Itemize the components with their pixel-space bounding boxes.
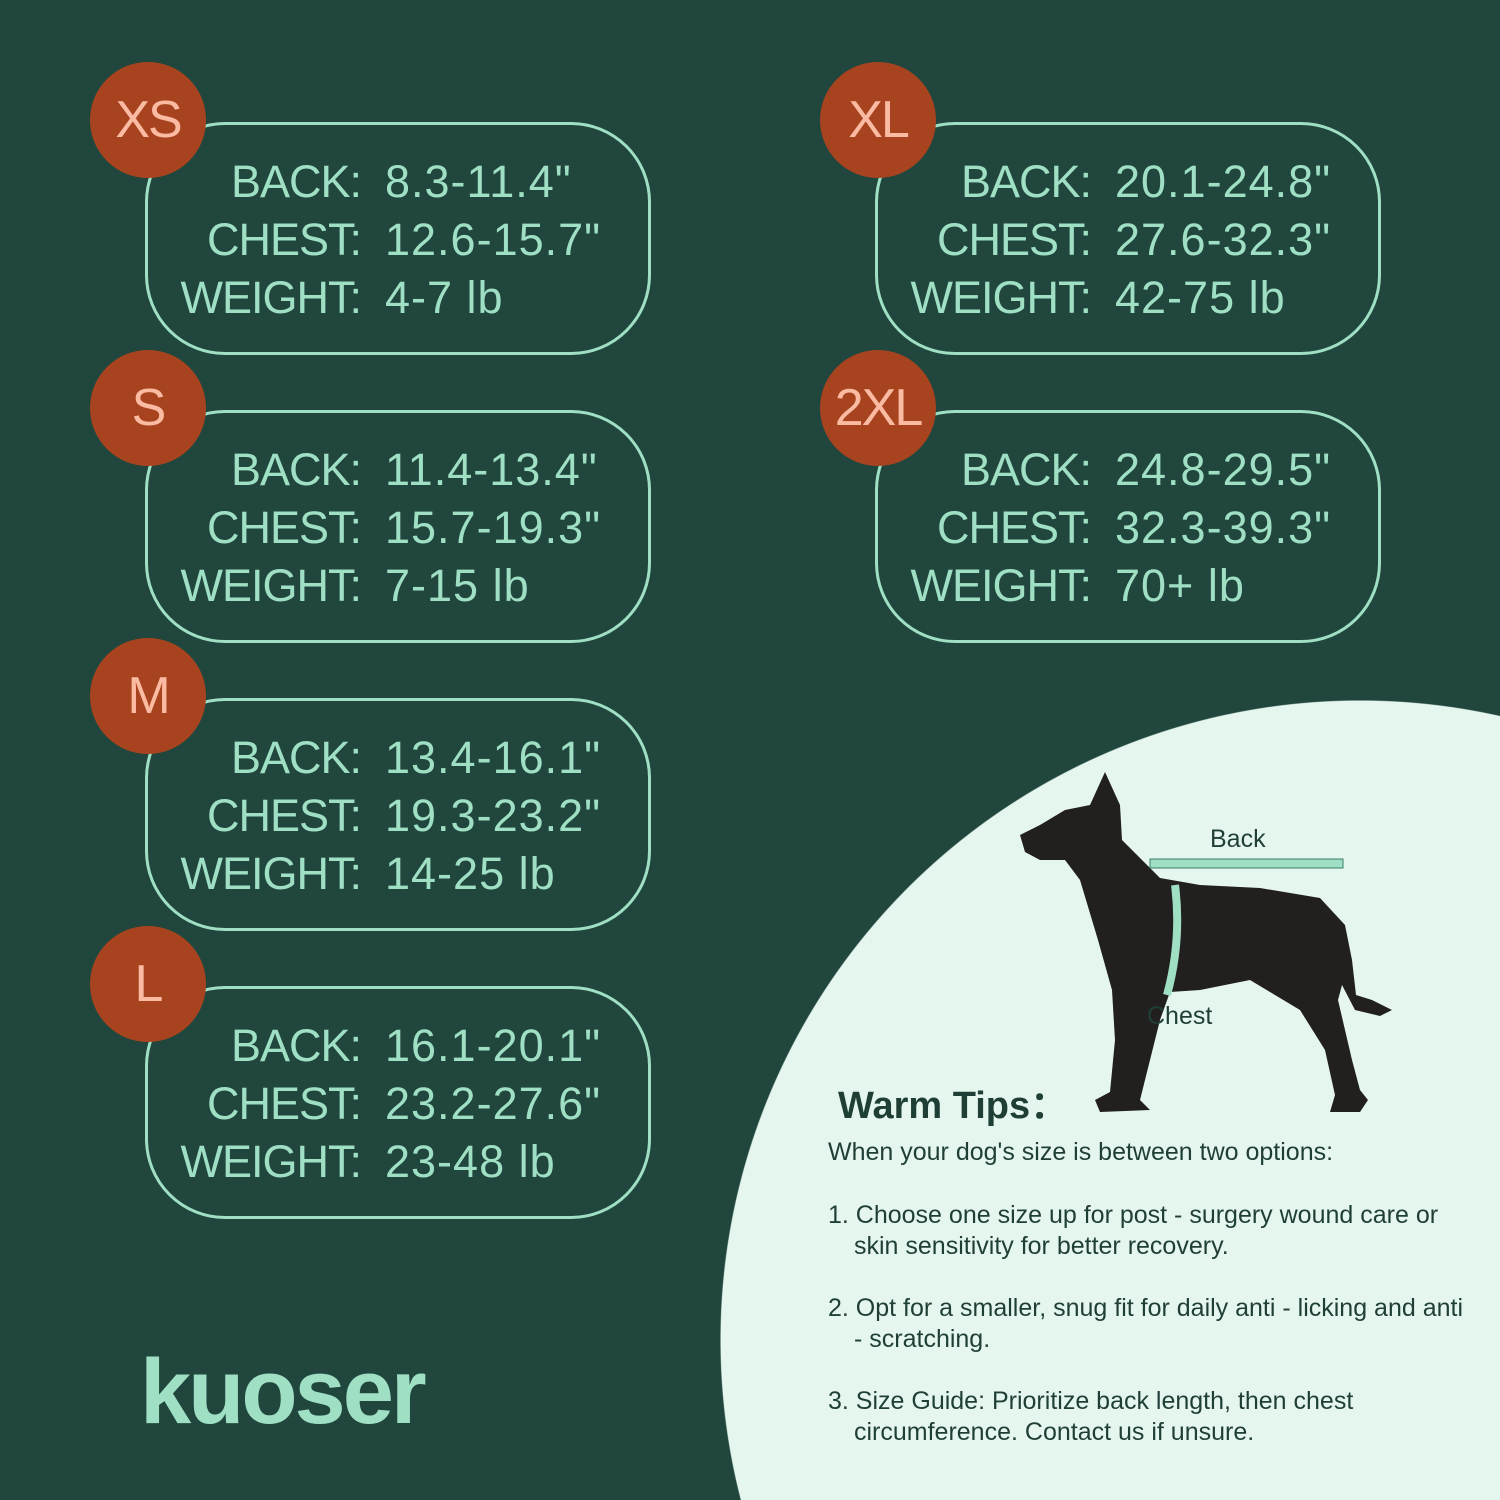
warm-tips-intro: When your dog's size is between two opti… bbox=[828, 1138, 1334, 1166]
back-value: 24.8-29.5" bbox=[1115, 444, 1332, 495]
chest-row: CHEST: 12.6-15.7" bbox=[148, 211, 648, 269]
chest-value: 23.2-27.6" bbox=[385, 1078, 602, 1129]
chest-value: 32.3-39.3" bbox=[1115, 502, 1332, 553]
chest-label: CHEST: bbox=[936, 502, 1092, 553]
dog-diagram: Back Chest bbox=[1020, 772, 1392, 1112]
back-label: BACK: bbox=[960, 444, 1092, 495]
chest-row: CHEST: 15.7-19.3" bbox=[148, 499, 648, 557]
chest-label: CHEST: bbox=[206, 502, 362, 553]
chest-value: 12.6-15.7" bbox=[385, 214, 602, 265]
back-row: BACK: 24.8-29.5" bbox=[878, 441, 1378, 499]
weight-value: 4-7 lb bbox=[385, 272, 504, 323]
size-badge: XL bbox=[820, 62, 936, 178]
chest-label: CHEST: bbox=[206, 790, 362, 841]
back-row: BACK: 13.4-16.1" bbox=[148, 729, 648, 787]
weight-value: 23-48 lb bbox=[385, 1136, 556, 1187]
weight-row: WEIGHT: 7-15 lb bbox=[148, 557, 648, 615]
weight-label: WEIGHT: bbox=[910, 272, 1093, 323]
warm-tips-title: Warm Tips： bbox=[838, 1085, 1069, 1127]
size-card-m: BACK: 13.4-16.1" CHEST: 19.3-23.2" WEIGHT: 14… bbox=[145, 698, 651, 931]
back-row: BACK: 20.1-24.8" bbox=[878, 153, 1378, 211]
weight-value: 42-75 lb bbox=[1115, 272, 1286, 323]
tip-item: 3. Size Guide: Prioritize back length, t… bbox=[828, 1387, 1354, 1446]
weight-value: 70+ lb bbox=[1115, 560, 1245, 611]
weight-label: WEIGHT: bbox=[180, 272, 363, 323]
size-badge: S bbox=[90, 350, 206, 466]
weight-label: WEIGHT: bbox=[180, 848, 363, 899]
weight-row: WEIGHT: 42-75 lb bbox=[878, 269, 1378, 327]
size-card-s: BACK: 11.4-13.4" CHEST: 15.7-19.3" WEIGHT: 7-… bbox=[145, 410, 651, 643]
size-badge: XS bbox=[90, 62, 206, 178]
back-label: BACK: bbox=[230, 444, 362, 495]
weight-label: WEIGHT: bbox=[910, 560, 1093, 611]
size-badge: L bbox=[90, 926, 206, 1042]
back-label: BACK: bbox=[230, 1020, 362, 1071]
back-value: 11.4-13.4" bbox=[385, 444, 598, 495]
back-tape-measure bbox=[1149, 858, 1344, 869]
weight-row: WEIGHT: 4-7 lb bbox=[148, 269, 648, 327]
back-value: 8.3-11.4" bbox=[385, 156, 572, 207]
chest-label: CHEST: bbox=[206, 214, 362, 265]
back-value: 20.1-24.8" bbox=[1115, 156, 1332, 207]
brand-logo: kuoser bbox=[140, 1341, 427, 1443]
weight-row: WEIGHT: 23-48 lb bbox=[148, 1133, 648, 1191]
back-row: BACK: 11.4-13.4" bbox=[148, 441, 648, 499]
chest-row: CHEST: 23.2-27.6" bbox=[148, 1075, 648, 1133]
weight-value: 14-25 lb bbox=[385, 848, 556, 899]
chest-row: CHEST: 19.3-23.2" bbox=[148, 787, 648, 845]
back-row: BACK: 16.1-20.1" bbox=[148, 1017, 648, 1075]
back-value: 16.1-20.1" bbox=[385, 1020, 602, 1071]
tip-item: 1. Choose one size up for post - surgery… bbox=[828, 1201, 1439, 1260]
back-label: BACK: bbox=[230, 156, 362, 207]
size-badge: M bbox=[90, 638, 206, 754]
back-label: BACK: bbox=[230, 732, 362, 783]
chest-tape-measure bbox=[1163, 884, 1182, 997]
weight-value: 7-15 lb bbox=[385, 560, 530, 611]
size-card-2xl: BACK: 24.8-29.5" CHEST: 32.3-39.3" WEIGHT: 70… bbox=[875, 410, 1381, 643]
weight-row: WEIGHT: 14-25 lb bbox=[148, 845, 648, 903]
chest-value: 19.3-23.2" bbox=[385, 790, 602, 841]
size-card-l: BACK: 16.1-20.1" CHEST: 23.2-27.6" WEIGHT: 23… bbox=[145, 986, 651, 1219]
chest-value: 15.7-19.3" bbox=[385, 502, 602, 553]
chest-label: CHEST: bbox=[206, 1078, 362, 1129]
back-label: BACK: bbox=[960, 156, 1092, 207]
chest-row: CHEST: 27.6-32.3" bbox=[878, 211, 1378, 269]
chest-label: Chest bbox=[1147, 1002, 1212, 1030]
back-row: BACK: 8.3-11.4" bbox=[148, 153, 648, 211]
size-card-xs: BACK: 8.3-11.4" CHEST: 12.6-15.7" WEIGHT: 4-7… bbox=[145, 122, 651, 355]
weight-row: WEIGHT: 70+ lb bbox=[878, 557, 1378, 615]
tip-item: 2. Opt for a smaller, snug fit for daily… bbox=[828, 1294, 1464, 1353]
chest-label: CHEST: bbox=[936, 214, 1092, 265]
weight-label: WEIGHT: bbox=[180, 560, 363, 611]
dog-silhouette bbox=[1020, 772, 1392, 1112]
chest-row: CHEST: 32.3-39.3" bbox=[878, 499, 1378, 557]
size-badge: 2XL bbox=[820, 350, 936, 466]
chest-value: 27.6-32.3" bbox=[1115, 214, 1332, 265]
size-card-xl: BACK: 20.1-24.8" CHEST: 27.6-32.3" WEIGHT: 42… bbox=[875, 122, 1381, 355]
back-label: Back bbox=[1210, 825, 1266, 853]
weight-label: WEIGHT: bbox=[180, 1136, 363, 1187]
back-value: 13.4-16.1" bbox=[385, 732, 602, 783]
